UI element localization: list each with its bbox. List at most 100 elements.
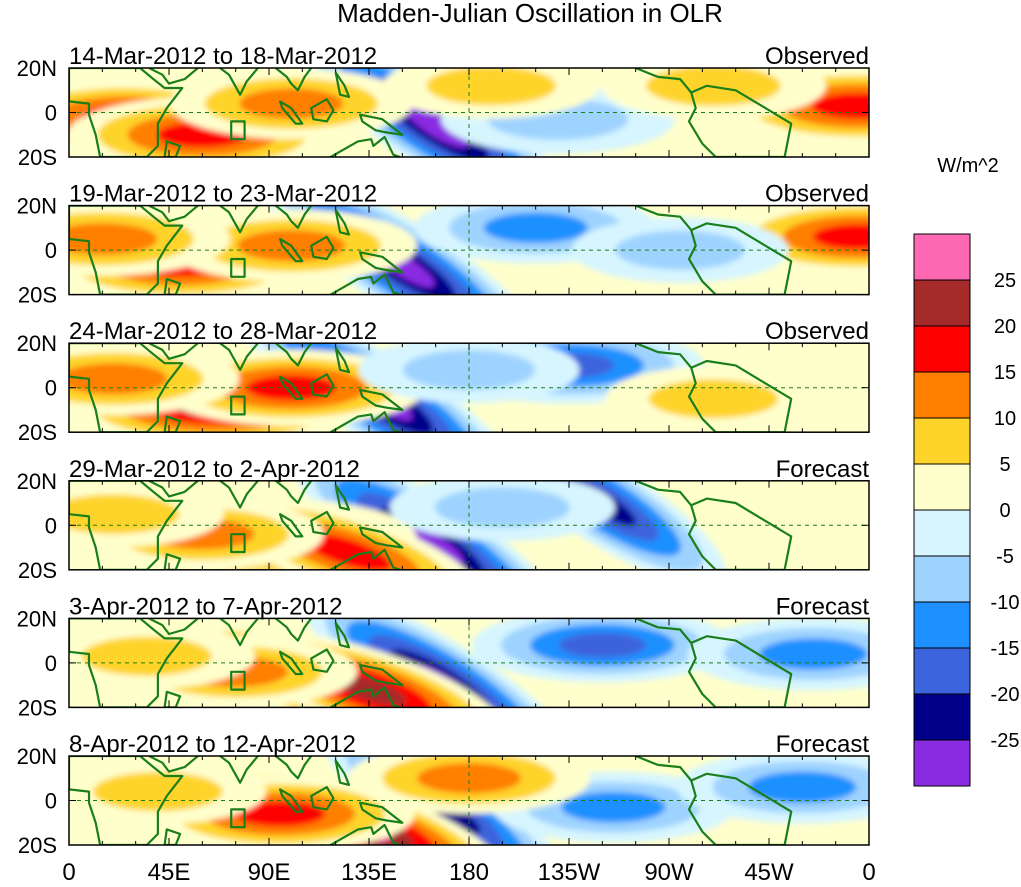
anomaly-6-5-level-3 <box>748 771 857 803</box>
y-tick-label: 20S <box>18 420 57 445</box>
colorbar-swatch <box>913 417 971 465</box>
coastline-arabia <box>148 68 199 85</box>
anomaly-2-5-level-4 <box>813 224 869 250</box>
colorbar-swatch <box>913 233 971 281</box>
y-tick-label: 20S <box>18 558 57 583</box>
coastline-india <box>219 68 259 96</box>
anomaly-4-7-level-2 <box>69 494 180 535</box>
coastline-africa <box>69 480 184 570</box>
colorbar-tick-label: 15 <box>994 362 1016 384</box>
coastline-africa <box>69 68 184 157</box>
colorbar-tick-label: 0 <box>999 500 1010 522</box>
panel-type-label: Observed <box>765 181 869 208</box>
colorbar-swatch <box>913 371 971 419</box>
coastline-central-america <box>635 618 693 644</box>
coastline-indochina <box>275 68 313 92</box>
coastline-new-guinea <box>359 113 404 136</box>
coastline-new-guinea <box>359 251 404 274</box>
coastline-chagos-box <box>230 120 246 141</box>
coastline-south-america <box>687 772 793 845</box>
coastline-central-america <box>635 68 693 94</box>
colorbar-swatch <box>913 279 971 327</box>
coastline-australia <box>322 411 401 433</box>
coastlines <box>69 480 793 570</box>
colorbar-tick-label: -10 <box>991 592 1020 614</box>
coastline-sumatra <box>279 650 304 676</box>
coastline-sumatra <box>279 237 304 263</box>
panel-type-label: Forecast <box>776 731 870 758</box>
y-tick-label: 20N <box>17 606 57 631</box>
coastline-philippines <box>334 71 351 98</box>
coastline-madagascar <box>163 140 182 157</box>
y-tick-label: 20S <box>18 283 57 308</box>
coastline-arabia <box>148 343 199 360</box>
y-tick-label: 20N <box>17 744 57 769</box>
coastline-india <box>219 343 259 371</box>
x-axis: 0 45E 90E 135E 180 135W 90W 45W 0 <box>62 859 875 886</box>
coastline-new-guinea <box>359 664 404 687</box>
coastline-philippines <box>334 484 351 511</box>
coastline-new-guinea <box>359 526 404 549</box>
anomaly-4-1-level-6 <box>399 521 464 565</box>
panel-field <box>69 68 869 157</box>
panel-5: 20N 0 20S 3-Apr-2012 to 7-Apr-2012 Forecast <box>17 593 870 720</box>
panel-type-label: Forecast <box>776 593 870 620</box>
panel-period-label: 14-Mar-2012 to 18-Mar-2012 <box>69 43 377 70</box>
coastline-africa <box>69 756 184 845</box>
panel-2: 20N 0 20S 19-Mar-2012 to 23-Mar-2012 Observe… <box>17 181 870 308</box>
anomaly-3-7-level-2 <box>648 379 779 419</box>
coastline-arabia <box>148 205 199 223</box>
panel-period-label: 19-Mar-2012 to 23-Mar-2012 <box>69 181 377 208</box>
coastline-central-america <box>635 756 693 782</box>
coastline-sumatra <box>279 788 304 813</box>
coastline-indochina <box>275 343 313 367</box>
coastline-indochina <box>275 756 313 780</box>
coastline-borneo <box>310 786 335 811</box>
colorbar-swatch <box>913 509 971 557</box>
coastlines <box>69 618 793 708</box>
colorbar-tick-label: 20 <box>994 316 1016 338</box>
anomaly-6-7-level-2 <box>92 772 223 812</box>
panel-type-label: Observed <box>765 43 869 70</box>
panel-type-label: Forecast <box>776 456 870 483</box>
y-tick-label: 0 <box>45 789 57 814</box>
coastline-philippines <box>334 346 351 374</box>
panel-6: 20N 0 20S 8-Apr-2012 to 12-Apr-2012 Forecast <box>17 731 870 858</box>
anomaly-5-6-level-3 <box>759 638 868 670</box>
colorbar-tick-label: 5 <box>999 454 1010 476</box>
coastline-borneo <box>310 648 335 673</box>
coastline-chagos-box <box>230 395 246 416</box>
coastline-africa <box>69 205 184 295</box>
panel-field <box>69 480 869 570</box>
coastline-philippines <box>334 208 351 236</box>
coastline-africa <box>69 618 184 708</box>
colorbar-units-label: W/m^2 <box>937 155 999 177</box>
anomaly-2-4-level-3 <box>69 223 158 255</box>
colorbar-swatch <box>913 555 971 603</box>
coastline-australia <box>322 823 401 845</box>
coastline-new-guinea <box>359 801 404 824</box>
coastline-south-america <box>687 497 793 570</box>
coastline-philippines <box>334 759 351 786</box>
coastline-arabia <box>148 480 199 498</box>
anomaly-4-3-level-4 <box>302 533 391 570</box>
panel-period-label: 24-Mar-2012 to 28-Mar-2012 <box>69 318 377 345</box>
coastline-central-america <box>635 343 693 369</box>
coastline-australia <box>322 686 401 708</box>
coastline-australia <box>322 135 401 157</box>
coastline-sumatra <box>279 375 304 400</box>
coastline-south-america <box>687 84 793 157</box>
y-tick-label: 0 <box>45 513 57 538</box>
panel-period-label: 8-Apr-2012 to 12-Apr-2012 <box>69 731 356 758</box>
y-tick-label: 20S <box>18 833 57 858</box>
chart-title: Madden-Julian Oscillation in OLR <box>337 0 723 28</box>
x-tick-label: 0 <box>862 859 875 886</box>
y-tick-label: 0 <box>45 101 57 126</box>
x-tick-label: 45E <box>148 859 191 886</box>
anomaly-1-4-level-3 <box>239 88 344 119</box>
coastline-indochina <box>275 205 313 229</box>
y-tick-label: 20S <box>18 695 57 720</box>
anomaly-6-4-level-3 <box>561 791 666 823</box>
anomaly-1-1-level-6 <box>403 104 468 148</box>
